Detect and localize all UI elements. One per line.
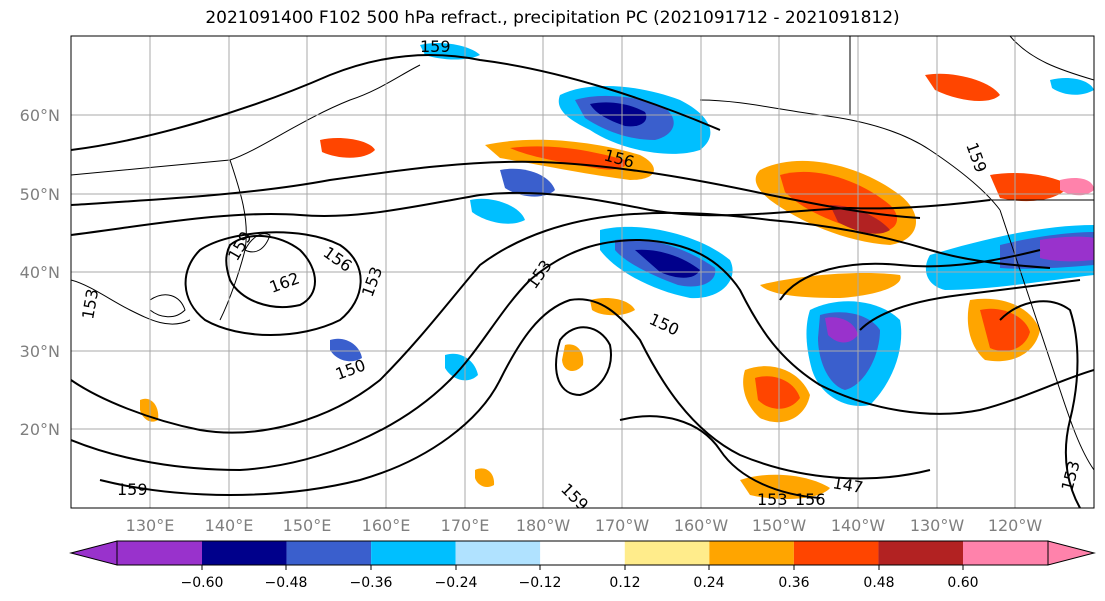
lon-tick-label: 160°E [362, 516, 411, 535]
colorbar: −0.60 −0.48 −0.36 −0.24 −0.12 0.12 0.24 … [69, 540, 1096, 591]
colorbar-swatch [963, 541, 1048, 565]
colorbar-tick-label: −0.24 [435, 575, 478, 591]
colorbar-swatch [709, 541, 794, 565]
colorbar-swatch [455, 541, 541, 565]
map-title: 2021091400 F102 500 hPa refract., precip… [205, 8, 900, 28]
lat-tick-labels: 60°N 50°N 40°N 30°N 20°N [20, 106, 60, 439]
lat-tick-label: 20°N [20, 420, 60, 439]
lat-tick-label: 30°N [20, 342, 60, 361]
colorbar-tick-label: −0.60 [181, 575, 224, 591]
lon-tick-label: 120°W [988, 516, 1043, 535]
colorbar-tick-label: 0.60 [947, 575, 978, 591]
lon-tick-label: 130°W [910, 516, 965, 535]
colorbar-swatch [117, 541, 202, 565]
lon-tick-label: 140°W [831, 516, 886, 535]
colorbar-tick-label: 0.12 [609, 575, 640, 591]
lon-tick-label: 140°E [205, 516, 254, 535]
lon-tick-label: 180°W [516, 516, 571, 535]
colorbar-tick-label: 0.48 [863, 575, 894, 591]
lon-tick-label: 170°W [595, 516, 650, 535]
colorbar-tick-label: −0.36 [350, 575, 393, 591]
contour-label: 159 [117, 480, 148, 499]
colorbar-swatch [71, 541, 117, 565]
lon-tick-label: 130°E [126, 516, 175, 535]
colorbar-ticks [201, 565, 964, 570]
map-frame [70, 35, 1095, 509]
colorbar-swatch [286, 541, 372, 565]
lon-tick-labels: 130°E 140°E 150°E 160°E 170°E 180°W 170°… [126, 516, 1043, 535]
colorbar-swatch [371, 541, 456, 565]
contour-label: 159 [420, 37, 451, 56]
colorbar-tick-labels: −0.60 −0.48 −0.36 −0.24 −0.12 0.12 0.24 … [181, 575, 979, 591]
colorbar-swatch [624, 541, 710, 565]
refractivity-contours [71, 54, 1094, 508]
colorbar-swatch [1048, 541, 1094, 565]
colorbar-tick-label: 0.36 [778, 575, 809, 591]
contour-label: 156 [795, 490, 826, 509]
colorbar-tick-label: −0.48 [265, 575, 308, 591]
contour-label: 153 [757, 490, 788, 509]
colorbar-tick-label: 0.24 [693, 575, 724, 591]
colorbar-tick-label: −0.12 [519, 575, 562, 591]
lon-tick-label: 170°E [441, 516, 490, 535]
lat-tick-label: 40°N [20, 263, 60, 282]
lat-tick-label: 60°N [20, 106, 60, 125]
colorbar-swatch [202, 541, 287, 565]
precip-shading [140, 43, 1094, 500]
lon-tick-label: 150°W [752, 516, 807, 535]
lon-tick-label: 150°E [283, 516, 332, 535]
graticule [71, 36, 1094, 508]
map-content: 159 156 162 153 150 153 156 159 150 147 … [71, 36, 1094, 509]
colorbar-swatch [793, 541, 879, 565]
lon-tick-label: 160°W [674, 516, 729, 535]
colorbar-swatch [878, 541, 963, 565]
colorbar-swatch [540, 541, 625, 565]
lat-tick-label: 50°N [20, 185, 60, 204]
colorbar-swatches [71, 541, 1094, 565]
